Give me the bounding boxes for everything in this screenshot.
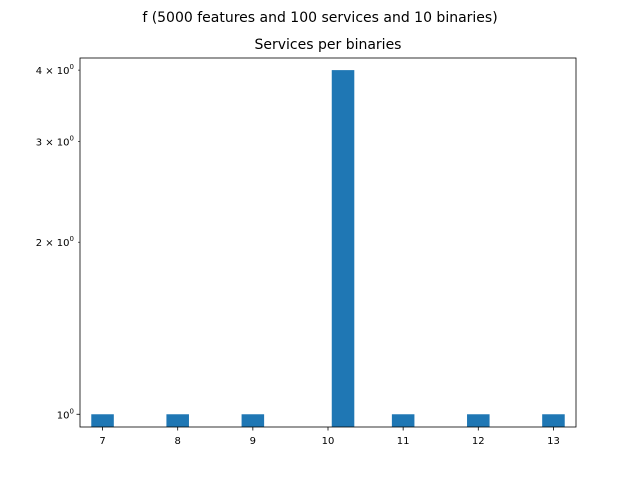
bar-3: [331, 70, 355, 428]
bar-6: [542, 414, 565, 427]
chart-title: Services per binaries: [255, 37, 402, 53]
plot-frame: [79, 57, 577, 428]
x-axis-ticks: 7 8 9 10 11 12 13: [99, 427, 560, 447]
x-tick-label-4: 11: [397, 436, 410, 447]
bar-5: [467, 414, 490, 427]
x-tick-label-0: 7: [99, 436, 105, 447]
y-axis-ticks: 100 2 × 100 3 × 100 4 × 100: [36, 63, 80, 421]
y-tick-label-0: 100: [57, 407, 74, 421]
bar-2: [241, 414, 265, 427]
x-tick-label-2: 9: [250, 436, 256, 447]
bar-1: [166, 414, 189, 427]
y-tick-label-3: 4 × 100: [36, 63, 74, 77]
x-tick-label-5: 12: [472, 436, 485, 447]
x-tick-label-1: 8: [175, 436, 181, 447]
y-tick-label-2: 3 × 100: [36, 135, 74, 149]
x-tick-label-3: 10: [322, 436, 335, 447]
bars-group: [91, 70, 565, 428]
figure-suptitle: f (5000 features and 100 services and 10…: [142, 10, 497, 26]
y-tick-label-1: 2 × 100: [36, 235, 74, 249]
x-tick-label-6: 13: [547, 436, 560, 447]
bar-4: [391, 414, 415, 427]
bar-0: [91, 414, 114, 427]
